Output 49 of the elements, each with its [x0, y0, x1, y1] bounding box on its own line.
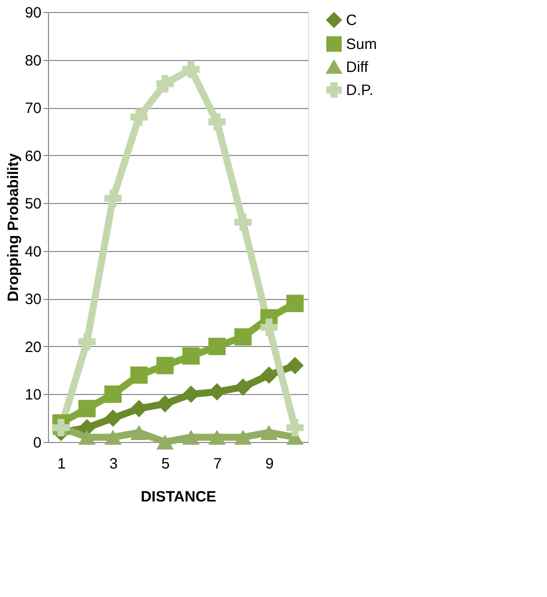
point	[156, 75, 174, 92]
y-tick-label: 10	[24, 386, 42, 404]
y-tick-label: 0	[33, 434, 42, 452]
point	[260, 318, 278, 336]
y-tick-label: 90	[24, 4, 42, 22]
point	[104, 430, 122, 445]
point	[208, 338, 226, 356]
point	[156, 356, 174, 374]
point	[104, 190, 122, 207]
x-axis-title: DISTANCE	[140, 488, 216, 506]
legend-label: Diff	[346, 59, 370, 76]
y-tick-label: 40	[24, 243, 42, 260]
point	[78, 430, 96, 445]
point	[130, 108, 148, 126]
x-tick-label: 3	[109, 456, 118, 472]
y-tick-label: 60	[24, 148, 42, 165]
point	[104, 409, 122, 427]
y-tick-label: 80	[24, 52, 42, 70]
point	[260, 366, 278, 384]
point	[130, 366, 148, 384]
point	[234, 430, 252, 445]
point	[78, 400, 96, 418]
point	[130, 424, 148, 440]
y-tick-label: 20	[24, 338, 42, 356]
y-axis-title: Dropping Probability	[4, 152, 22, 302]
legend-label: Sum	[346, 36, 377, 53]
point	[234, 328, 252, 346]
point	[156, 434, 174, 450]
point	[78, 333, 96, 350]
legend-label: D.P.	[346, 82, 374, 99]
x-tick-label: 1	[57, 456, 66, 472]
point	[208, 430, 226, 445]
x-tick-label: 7	[213, 456, 222, 472]
y-tick-label: 50	[24, 196, 42, 213]
y-tick-label: 70	[24, 100, 42, 118]
point	[234, 214, 252, 231]
x-tick-label: 9	[265, 456, 274, 472]
point	[286, 294, 304, 312]
point	[260, 424, 278, 440]
x-tick-label: 5	[161, 456, 170, 472]
point	[286, 356, 304, 374]
point	[182, 347, 200, 365]
point	[208, 113, 226, 131]
y-tick-label: 30	[24, 291, 42, 308]
point	[286, 419, 304, 436]
point	[104, 386, 122, 403]
point	[182, 430, 200, 445]
point	[182, 60, 200, 78]
legend-label: C	[346, 12, 357, 29]
